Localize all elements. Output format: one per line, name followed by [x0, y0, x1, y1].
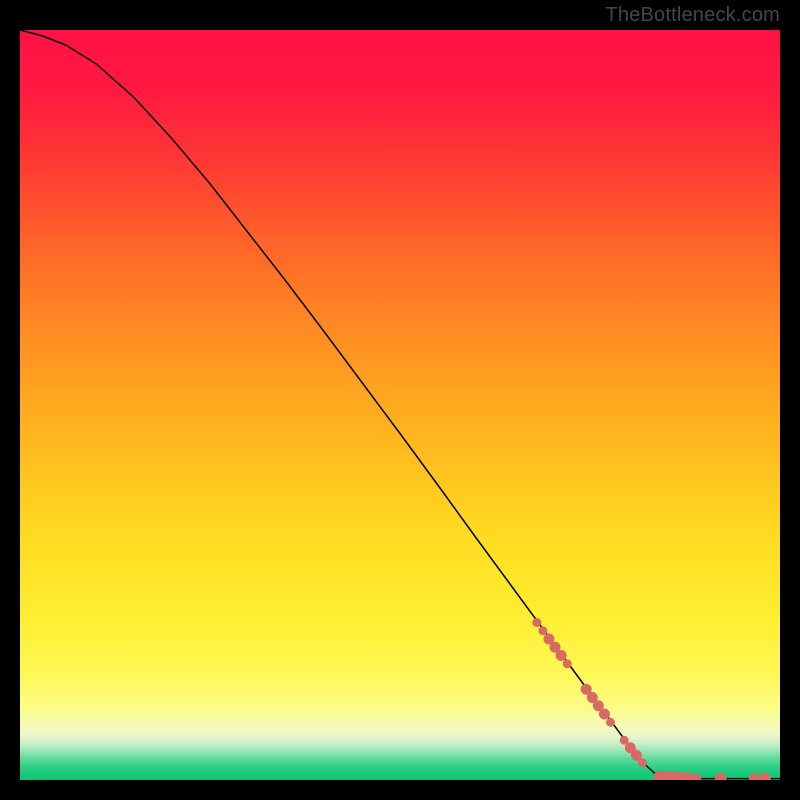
plot-svg	[20, 30, 780, 780]
data-marker	[759, 773, 770, 780]
data-marker	[749, 774, 759, 780]
data-marker	[692, 774, 701, 780]
data-marker	[620, 736, 628, 744]
chart-stage: TheBottleneck.com	[0, 0, 800, 800]
data-marker	[556, 651, 566, 661]
data-marker	[638, 759, 646, 767]
data-marker	[563, 660, 571, 668]
data-marker	[533, 619, 541, 627]
data-marker	[631, 750, 641, 760]
data-marker	[539, 627, 547, 635]
data-marker	[607, 718, 615, 726]
gradient-background	[20, 30, 780, 780]
plot-area	[20, 30, 780, 780]
data-marker	[599, 709, 609, 719]
data-marker	[715, 773, 726, 780]
attribution-label: TheBottleneck.com	[605, 4, 780, 27]
